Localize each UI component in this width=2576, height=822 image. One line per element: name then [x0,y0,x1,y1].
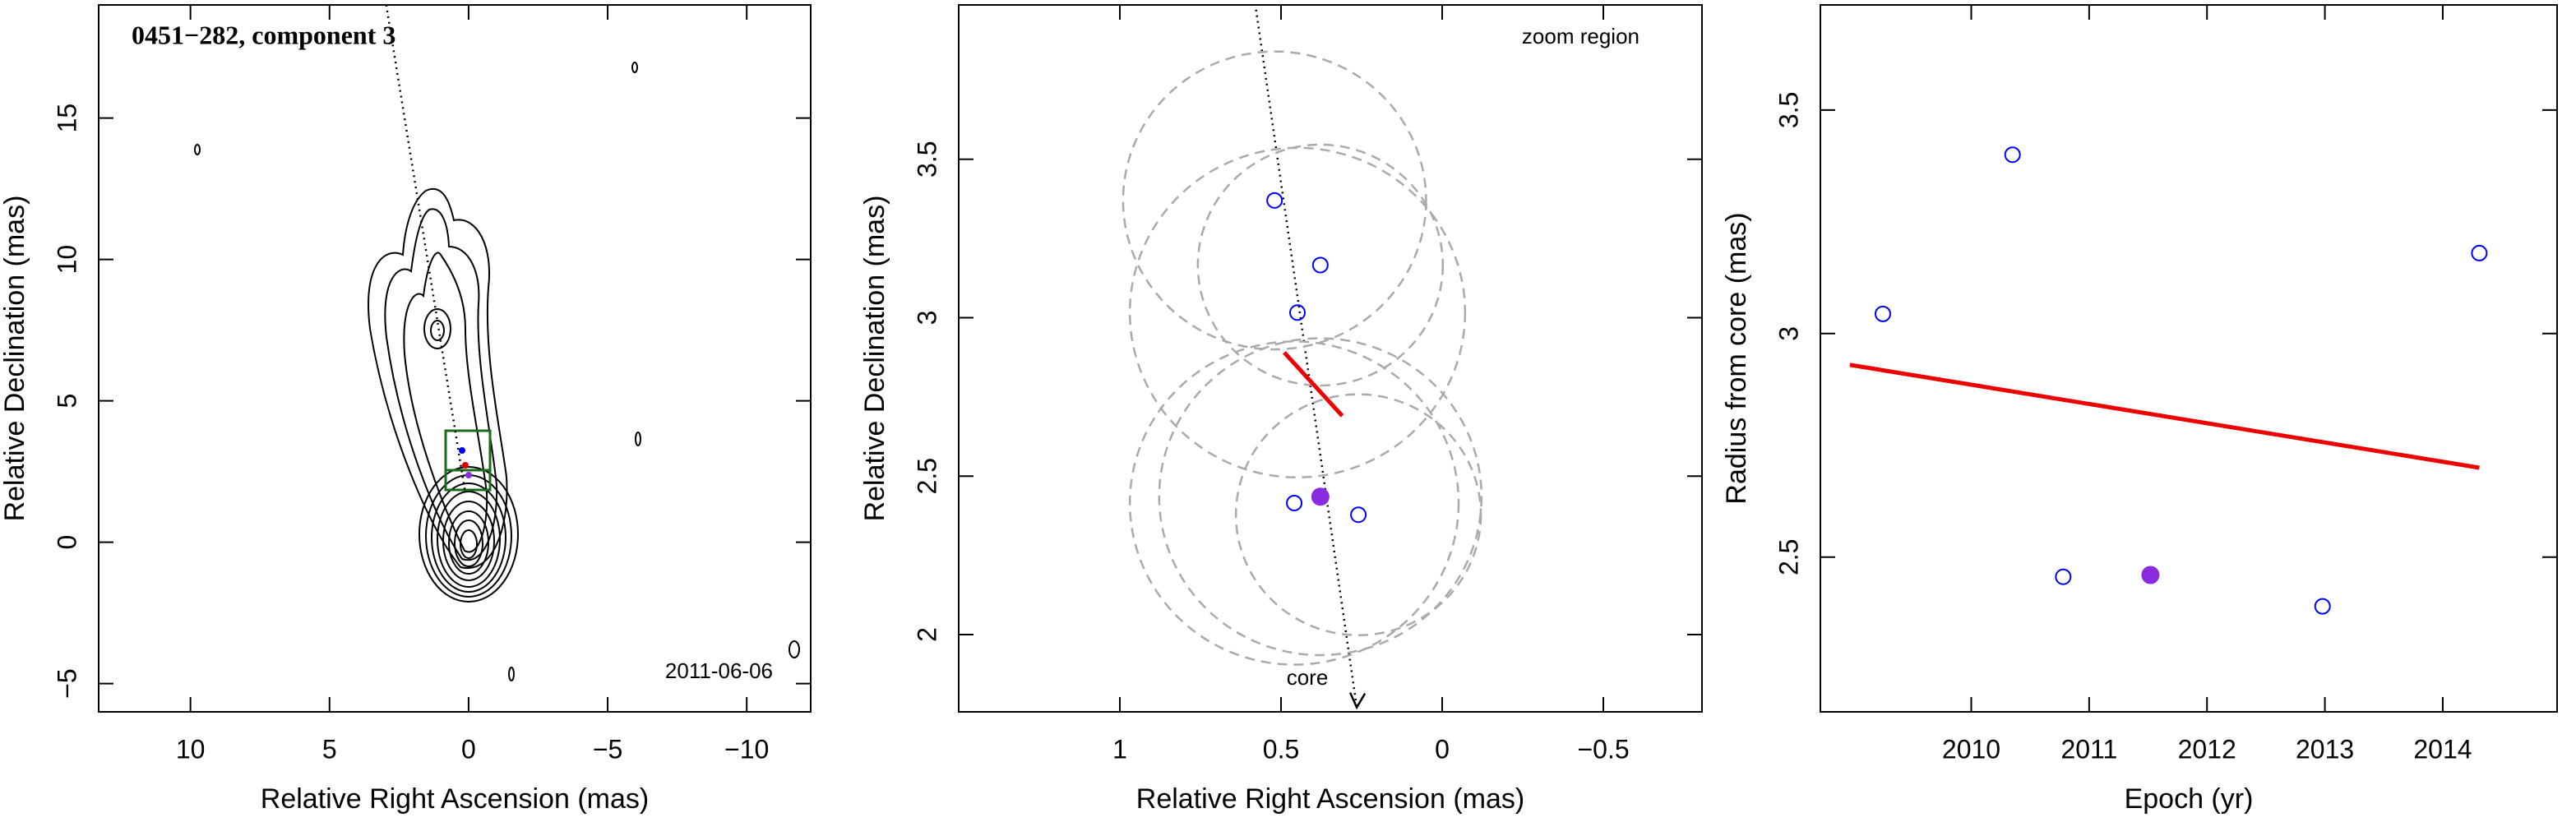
direction-line [1254,5,1358,708]
x-tick-label: 0 [461,734,476,764]
x-tick-label: 2012 [2178,734,2236,764]
y-tick-label: 3.5 [1774,92,1803,128]
x-tick-label: −0.5 [1577,734,1629,764]
contour [403,252,488,553]
x-tick-label: 0 [1435,734,1450,764]
plot-frame [958,4,1703,713]
plot-area [1849,146,2488,615]
x-tick-label: 5 [322,734,337,764]
uncertainty-circle [1128,340,1460,666]
contour [437,491,501,588]
plot-area [385,5,467,493]
uncertainty-circle [1158,337,1483,657]
y-tick-label: 0 [52,535,81,550]
x-tick-label: 2014 [2413,734,2472,764]
contour [419,466,519,603]
y-tick-label: 2.5 [1774,539,1803,575]
fit-line [1283,351,1344,418]
y-axis-label: Radius from core (mas) [1721,212,1752,504]
data-point [1350,506,1367,524]
contour [635,432,641,446]
contour [431,483,506,593]
uncertainty-circle [1122,50,1427,351]
x-tick-label: −10 [724,734,769,764]
data-point [1266,192,1283,209]
core-annotation: core [1287,665,1329,690]
contour [508,667,515,681]
y-tick-label: 3 [1774,326,1803,341]
panel-title: 0451−282, component 3 [132,20,395,49]
y-tick-label: 3 [912,311,941,326]
contour [442,501,495,581]
uncertainty-circle [1234,393,1482,636]
contour [430,320,445,341]
y-axis-label: Relative Declination (mas) [0,196,30,522]
data-point [1289,304,1306,321]
contour [454,520,483,567]
y-tick-label: 10 [52,245,81,275]
y-tick-label: 2 [912,627,941,642]
fit-line [1849,363,2480,470]
x-tick-label: 10 [176,734,206,764]
y-tick-label: −5 [52,668,81,698]
arrow-head [1349,692,1367,710]
plot-frame [98,4,812,713]
contour [448,510,489,575]
data-point [1286,494,1303,511]
contour [460,529,478,559]
contour [631,62,638,73]
plot-frame [1820,4,2558,713]
date-annotation: 2011-06-06 [665,658,773,683]
data-point [2004,146,2021,164]
data-point [2141,566,2160,584]
data-point [1311,256,1329,274]
x-axis-label: Relative Right Ascension (mas) [261,783,649,815]
uncertainty-circle [1128,146,1467,478]
y-tick-label: 3.5 [912,141,941,177]
plot-area [1122,5,1483,710]
contour [423,308,451,349]
x-axis-label: Relative Right Ascension (mas) [1136,783,1524,815]
data-point [2471,244,2488,261]
contour [384,208,498,561]
data-point [2055,568,2072,585]
y-tick-label: 2.5 [912,458,941,494]
x-tick-label: 2010 [1942,734,2000,764]
x-tick-label: 2013 [2296,734,2354,764]
data-point [2314,598,2331,615]
data-point [1311,487,1330,506]
direction-line [385,5,467,493]
uncertainty-circle [1196,143,1445,387]
contour-map [194,62,800,681]
component-dot [459,447,465,454]
y-tick-label: 5 [52,394,81,409]
contour [194,144,201,155]
zoom-box [444,429,492,492]
x-tick-label: 0.5 [1263,734,1299,764]
contour [425,474,512,598]
zoom-annotation: zoom region [1522,24,1639,48]
y-tick-label: 15 [52,104,81,133]
component-dot [465,472,472,478]
component-dot [462,462,469,469]
x-axis-label: Epoch (yr) [2125,783,2254,815]
x-tick-label: −5 [593,734,622,764]
contour [368,188,508,570]
contour [789,640,800,658]
x-tick-label: 1 [1112,734,1127,764]
y-axis-label: Relative Declination (mas) [859,196,890,522]
x-tick-label: 2011 [2060,734,2117,764]
data-point [1874,305,1891,322]
